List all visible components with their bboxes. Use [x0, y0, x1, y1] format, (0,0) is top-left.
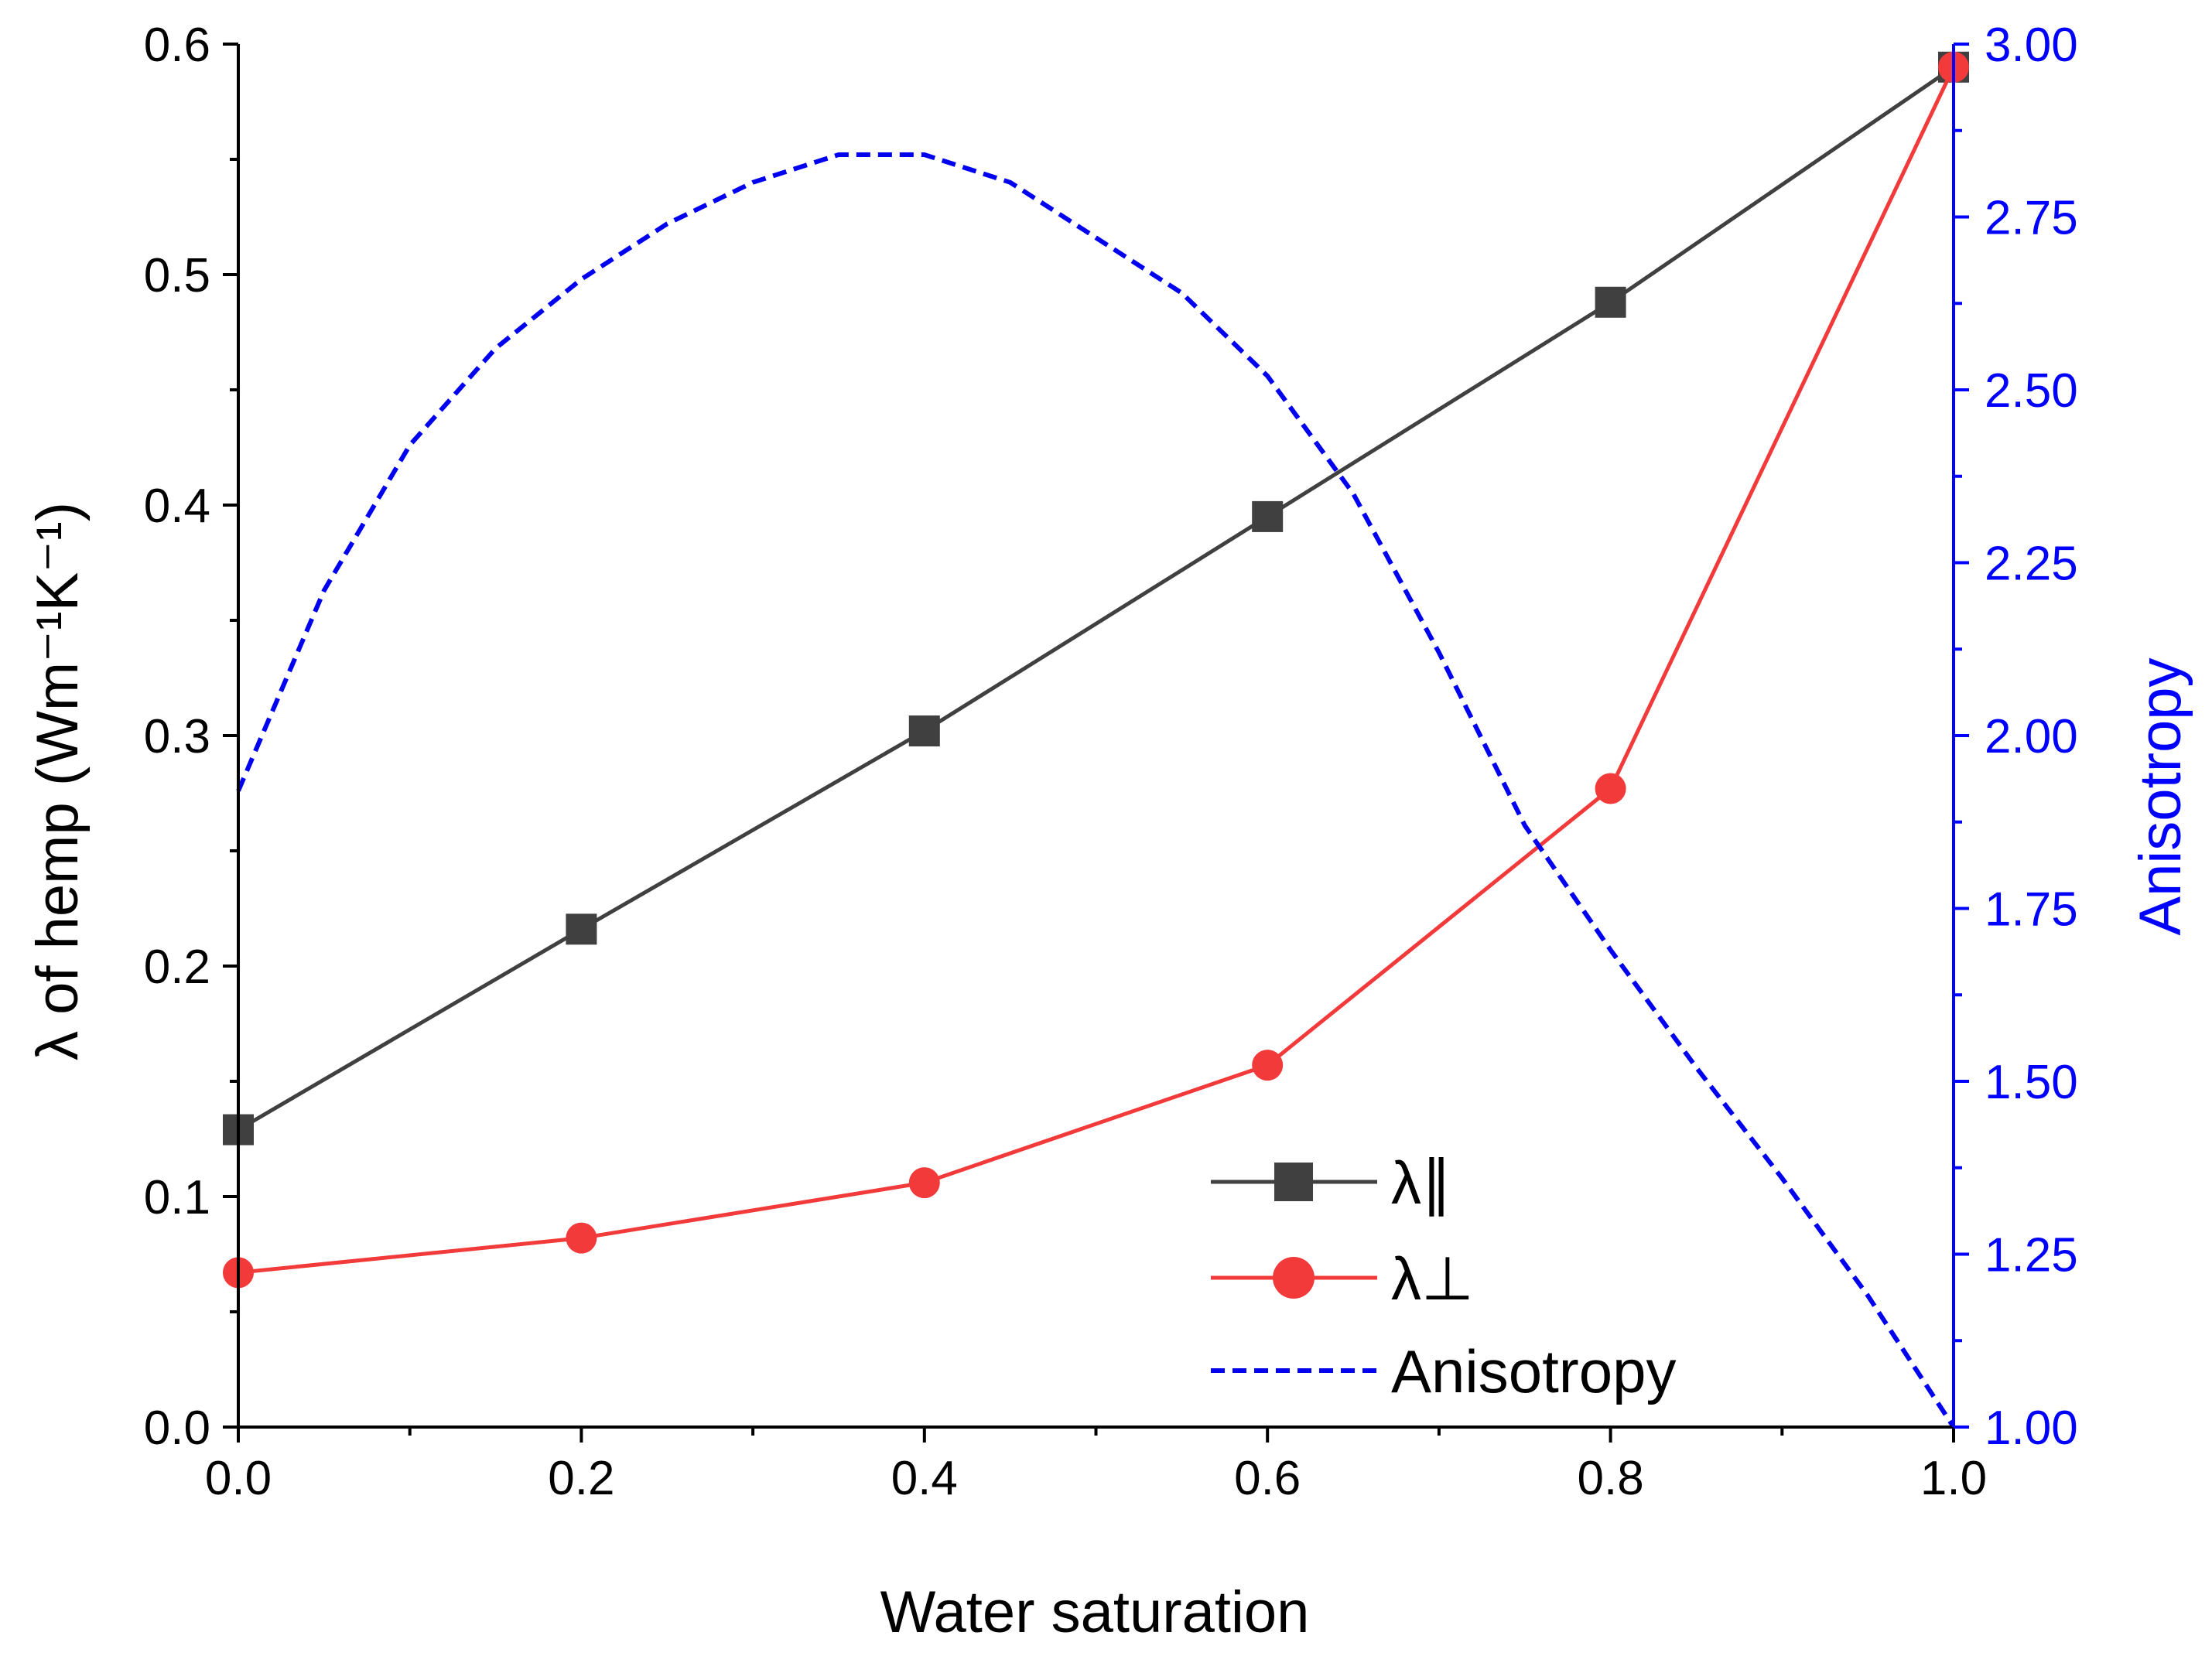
data-point-square: [908, 715, 940, 747]
data-point-circle: [566, 1222, 597, 1254]
data-point-circle: [908, 1167, 940, 1199]
axes-layer: 0.0 0.2 0.4 0.6 0.8 1.0 0.0 0.1 0.2 0.3 0.4 0.5 0.6 1…: [144, 19, 2078, 1505]
y2-tick-label: 2.50: [1985, 364, 2078, 418]
y-tick-label: 0.5: [144, 249, 210, 302]
y2-tick-label: 1.75: [1985, 883, 2078, 937]
x-tick-label: 1.0: [1920, 1452, 1987, 1505]
legend-label-lambda-perp: λ⊥: [1391, 1245, 1474, 1313]
y2-tick-label: 2.00: [1985, 710, 2078, 763]
data-point-circle: [1595, 773, 1626, 804]
y-tick-label: 0.6: [144, 19, 210, 72]
y2-tick-label: 1.50: [1985, 1056, 2078, 1109]
data-point-circle: [1252, 1050, 1284, 1081]
y-axis-title: λ of hemp (Wm⁻¹K⁻¹): [25, 502, 91, 1060]
y-tick-label: 0.4: [144, 480, 210, 533]
legend-label-lambda-parallel: λ∥: [1391, 1149, 1451, 1217]
y2-tick-label: 1.00: [1985, 1402, 2078, 1455]
y-tick-label: 0.0: [144, 1402, 210, 1455]
legend-marker-square: [1274, 1163, 1313, 1201]
x-tick-label: 0.6: [1234, 1452, 1301, 1505]
series-line-1: [238, 66, 1956, 1275]
y2-tick-label: 3.00: [1985, 19, 2078, 72]
data-point-square: [1252, 500, 1284, 532]
y2-tick-label: 2.75: [1985, 192, 2078, 245]
x-tick-label: 0.2: [548, 1452, 614, 1505]
data-point-square: [1595, 286, 1626, 318]
series-line-0: [237, 65, 1955, 1132]
y2-tick-label: 2.25: [1985, 538, 2078, 591]
x-tick-label: 0.8: [1577, 1452, 1643, 1505]
x-tick-label: 0.0: [205, 1452, 272, 1505]
data-point-square: [566, 913, 597, 945]
series-layer: [223, 51, 1969, 1429]
legend-label-anisotropy: Anisotropy: [1391, 1337, 1677, 1405]
y-tick-label: 0.1: [144, 1171, 210, 1224]
legend: λ∥ λ⊥ Anisotropy: [1211, 1149, 1677, 1405]
y2-axis-title: Anisotropy: [2128, 657, 2193, 935]
x-axis-title: Water saturation: [880, 1579, 1310, 1645]
legend-marker-circle: [1273, 1257, 1315, 1299]
y2-tick-label: 1.25: [1985, 1229, 2078, 1282]
y-tick-label: 0.2: [144, 941, 210, 994]
series-line-2: [236, 152, 1956, 1429]
x-tick-label: 0.4: [891, 1452, 958, 1505]
y-tick-label: 0.3: [144, 710, 210, 763]
